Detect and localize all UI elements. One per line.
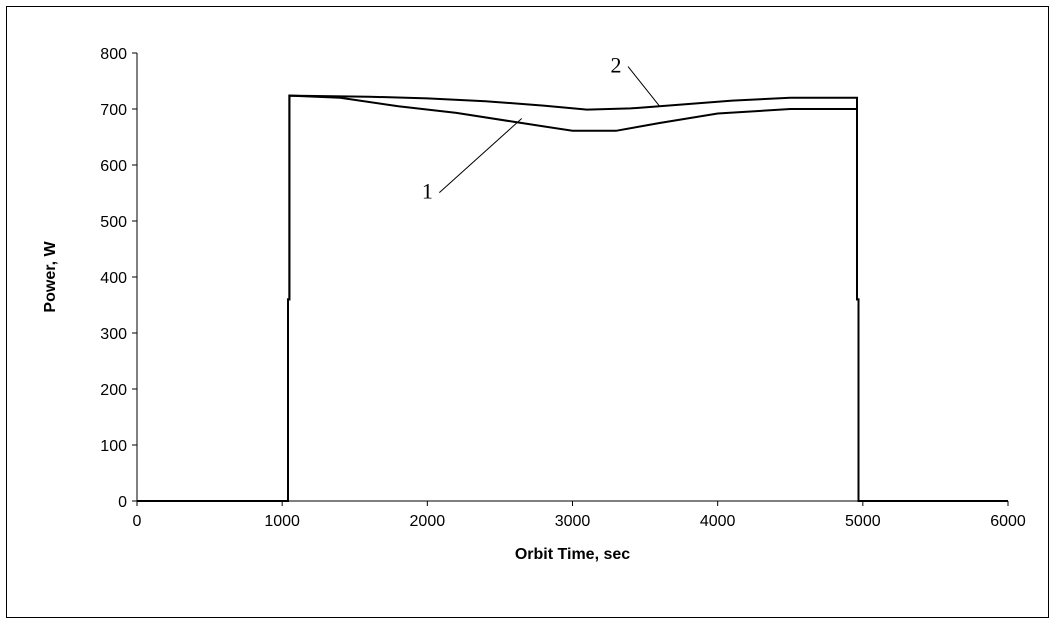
axes: 0 100 200 300 400 500 600 700 800 0 1000 2000 3000 40… (100, 46, 1026, 530)
y-tick-label: 300 (100, 326, 127, 343)
y-tick-label: 100 (100, 438, 127, 455)
annotation-layer: 12 (422, 53, 660, 204)
y-tick-label: 500 (100, 214, 127, 231)
x-tick-label: 1000 (264, 513, 300, 530)
y-tick-label: 200 (100, 382, 127, 399)
series-line-2 (137, 94, 1008, 502)
x-tick-label: 0 (133, 513, 142, 530)
x-tick-label: 4000 (700, 513, 736, 530)
chart-frame: 0 100 200 300 400 500 600 700 800 0 1000 2000 3000 40… (6, 6, 1049, 618)
y-tick-label: 400 (100, 270, 127, 287)
x-tick-label: 3000 (555, 513, 591, 530)
x-tick-label: 5000 (845, 513, 881, 530)
annotation-leader-1 (438, 118, 523, 193)
annotation-leader-2 (627, 66, 660, 107)
annotation-label-2: 2 (611, 53, 622, 78)
y-tick-label: 600 (100, 158, 127, 175)
annotation-label-1: 1 (422, 179, 433, 204)
power-chart: 0 100 200 300 400 500 600 700 800 0 1000 2000 3000 40… (42, 46, 1026, 563)
y-tick-label: 800 (100, 46, 127, 63)
x-axis-title: Orbit Time, sec (515, 546, 630, 563)
y-tick-label: 700 (100, 102, 127, 119)
y-axis-title: Power, W (42, 241, 59, 313)
series-layer (137, 94, 1008, 502)
series-line-1 (137, 94, 1008, 502)
x-tick-label: 6000 (990, 513, 1026, 530)
y-tick-label: 0 (118, 494, 127, 511)
x-tick-label: 2000 (410, 513, 446, 530)
